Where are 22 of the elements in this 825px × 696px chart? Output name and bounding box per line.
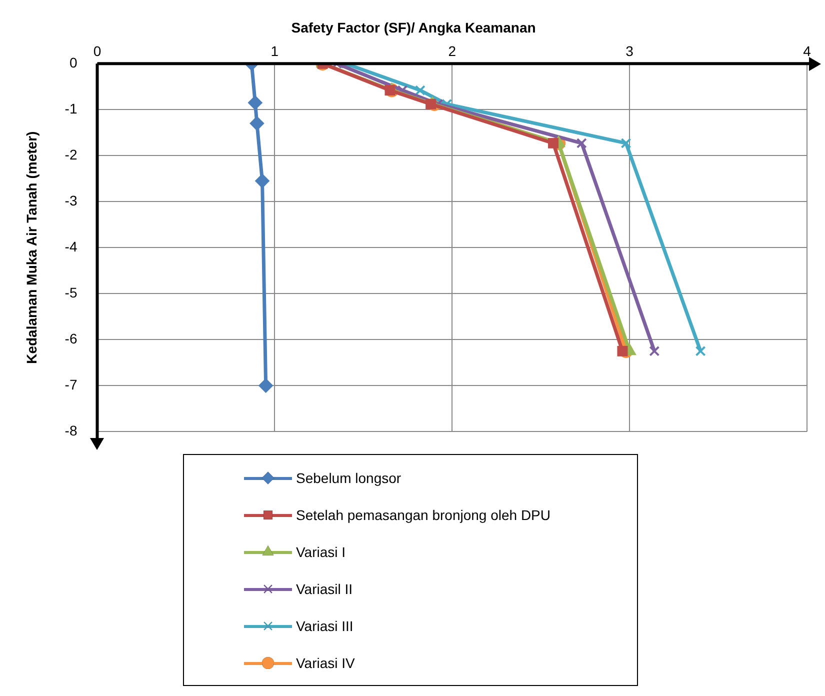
legend-label: Setelah pemasangan bronjong oleh DPU bbox=[296, 506, 551, 522]
y-tick-label: -7 bbox=[64, 376, 78, 392]
legend-label: Variasil II bbox=[296, 580, 353, 596]
y-tick-label: -5 bbox=[64, 284, 78, 300]
legend-label: Variasi III bbox=[296, 618, 354, 634]
y-tick-label: 0 bbox=[69, 54, 78, 70]
legend-label: Variasi IV bbox=[296, 654, 355, 670]
y-tick-label: -2 bbox=[64, 146, 78, 162]
legend-label: Sebelum longsor bbox=[296, 470, 402, 486]
x-tick-label: 0 bbox=[93, 43, 102, 60]
y-tick-label: -1 bbox=[64, 100, 78, 116]
x-tick-label: 4 bbox=[803, 43, 812, 60]
x-tick-label: 2 bbox=[448, 43, 456, 60]
y-tick-label: -4 bbox=[64, 238, 78, 254]
y-axis-title: Kedalaman Muka Air Tanah (meter) bbox=[23, 131, 40, 364]
x-tick-label: 3 bbox=[626, 43, 634, 60]
y-tick-label: -6 bbox=[64, 330, 78, 346]
y-tick-label: -3 bbox=[64, 192, 78, 208]
y-tick-label: -8 bbox=[64, 422, 78, 438]
legend-label: Variasi I bbox=[296, 544, 346, 560]
x-tick-label: 1 bbox=[270, 43, 279, 60]
chart-title: Safety Factor (SF)/ Angka Keamanan bbox=[291, 19, 536, 36]
